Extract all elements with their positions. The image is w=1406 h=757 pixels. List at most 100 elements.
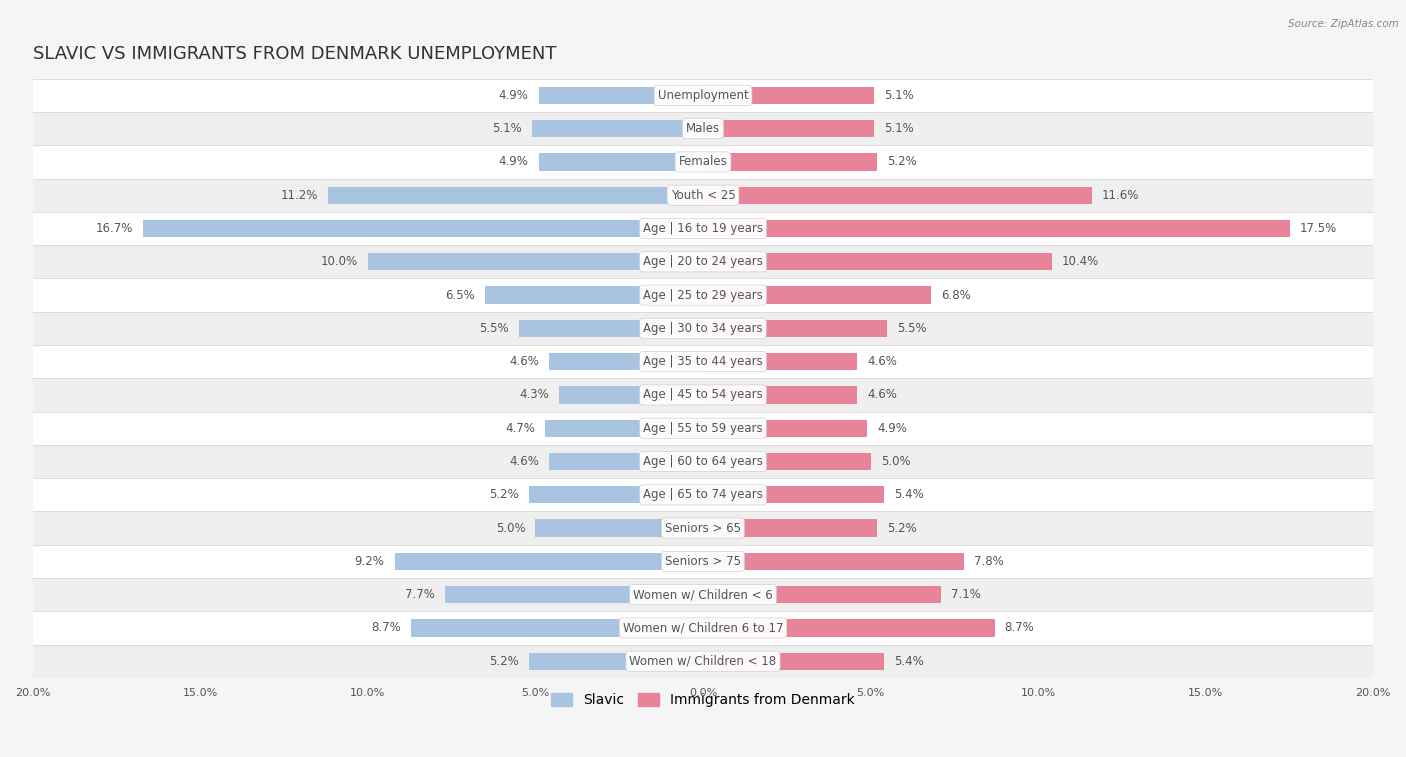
Bar [703,453,870,470]
Text: 5.2%: 5.2% [489,488,519,501]
Text: 4.6%: 4.6% [868,388,897,401]
Bar [703,586,941,603]
Bar [703,486,884,503]
Bar [558,386,703,403]
Bar [0,445,1406,478]
Text: 4.9%: 4.9% [877,422,907,435]
Bar [703,153,877,170]
Bar [703,386,858,403]
Bar [703,419,868,437]
Text: 4.9%: 4.9% [499,89,529,102]
Bar [0,644,1406,678]
Text: 11.2%: 11.2% [280,188,318,201]
Bar [703,619,994,637]
Text: 5.5%: 5.5% [479,322,509,335]
Text: 5.4%: 5.4% [894,488,924,501]
Text: 5.1%: 5.1% [492,122,522,136]
Bar [703,186,1092,204]
Bar [0,79,1406,112]
Bar [368,253,703,270]
Bar [529,486,703,503]
Bar [703,286,931,304]
Bar [536,519,703,537]
Bar [143,220,703,237]
Text: 5.5%: 5.5% [897,322,927,335]
Bar [531,120,703,137]
Bar [0,179,1406,212]
Bar [0,112,1406,145]
Text: 17.5%: 17.5% [1299,222,1337,235]
Text: Women w/ Children < 18: Women w/ Children < 18 [630,655,776,668]
Bar [0,312,1406,345]
Bar [0,412,1406,445]
Text: Women w/ Children 6 to 17: Women w/ Children 6 to 17 [623,621,783,634]
Bar [0,478,1406,512]
Bar [703,653,884,670]
Text: Age | 25 to 29 years: Age | 25 to 29 years [643,288,763,301]
Text: Women w/ Children < 6: Women w/ Children < 6 [633,588,773,601]
Text: 10.0%: 10.0% [321,255,357,268]
Text: 5.1%: 5.1% [884,122,914,136]
Text: Seniors > 75: Seniors > 75 [665,555,741,568]
Text: 4.6%: 4.6% [868,355,897,368]
Bar [538,87,703,104]
Bar [703,253,1052,270]
Bar [328,186,703,204]
Text: 5.4%: 5.4% [894,655,924,668]
Bar [0,212,1406,245]
Text: 8.7%: 8.7% [371,621,401,634]
Bar [0,145,1406,179]
Text: 7.1%: 7.1% [950,588,981,601]
Text: Age | 55 to 59 years: Age | 55 to 59 years [643,422,763,435]
Text: 4.6%: 4.6% [509,455,538,468]
Bar [548,453,703,470]
Bar [395,553,703,570]
Bar [703,120,875,137]
Text: SLAVIC VS IMMIGRANTS FROM DENMARK UNEMPLOYMENT: SLAVIC VS IMMIGRANTS FROM DENMARK UNEMPL… [32,45,557,64]
Text: Age | 16 to 19 years: Age | 16 to 19 years [643,222,763,235]
Text: Source: ZipAtlas.com: Source: ZipAtlas.com [1288,19,1399,29]
Text: 4.9%: 4.9% [499,155,529,169]
Text: Unemployment: Unemployment [658,89,748,102]
Text: 9.2%: 9.2% [354,555,385,568]
Legend: Slavic, Immigrants from Denmark: Slavic, Immigrants from Denmark [546,688,860,713]
Text: 16.7%: 16.7% [96,222,134,235]
Text: 6.8%: 6.8% [941,288,970,301]
Text: Age | 30 to 34 years: Age | 30 to 34 years [643,322,763,335]
Text: 7.8%: 7.8% [974,555,1004,568]
Bar [444,586,703,603]
Text: 11.6%: 11.6% [1102,188,1139,201]
Text: Age | 20 to 24 years: Age | 20 to 24 years [643,255,763,268]
Text: Females: Females [679,155,727,169]
Text: Males: Males [686,122,720,136]
Bar [0,378,1406,412]
Text: 5.2%: 5.2% [887,522,917,534]
Text: 5.0%: 5.0% [880,455,910,468]
Bar [703,353,858,370]
Text: Age | 35 to 44 years: Age | 35 to 44 years [643,355,763,368]
Text: 4.6%: 4.6% [509,355,538,368]
Bar [703,553,965,570]
Bar [703,87,875,104]
Text: 8.7%: 8.7% [1005,621,1035,634]
Text: Age | 45 to 54 years: Age | 45 to 54 years [643,388,763,401]
Bar [538,153,703,170]
Text: 7.7%: 7.7% [405,588,434,601]
Bar [0,345,1406,378]
Bar [0,578,1406,612]
Bar [0,279,1406,312]
Bar [703,519,877,537]
Bar [0,245,1406,279]
Bar [485,286,703,304]
Bar [703,220,1289,237]
Bar [0,612,1406,644]
Text: Age | 65 to 74 years: Age | 65 to 74 years [643,488,763,501]
Text: 5.1%: 5.1% [884,89,914,102]
Text: 6.5%: 6.5% [446,288,475,301]
Text: 5.2%: 5.2% [887,155,917,169]
Bar [0,545,1406,578]
Bar [519,319,703,337]
Text: Seniors > 65: Seniors > 65 [665,522,741,534]
Text: 5.2%: 5.2% [489,655,519,668]
Bar [0,512,1406,545]
